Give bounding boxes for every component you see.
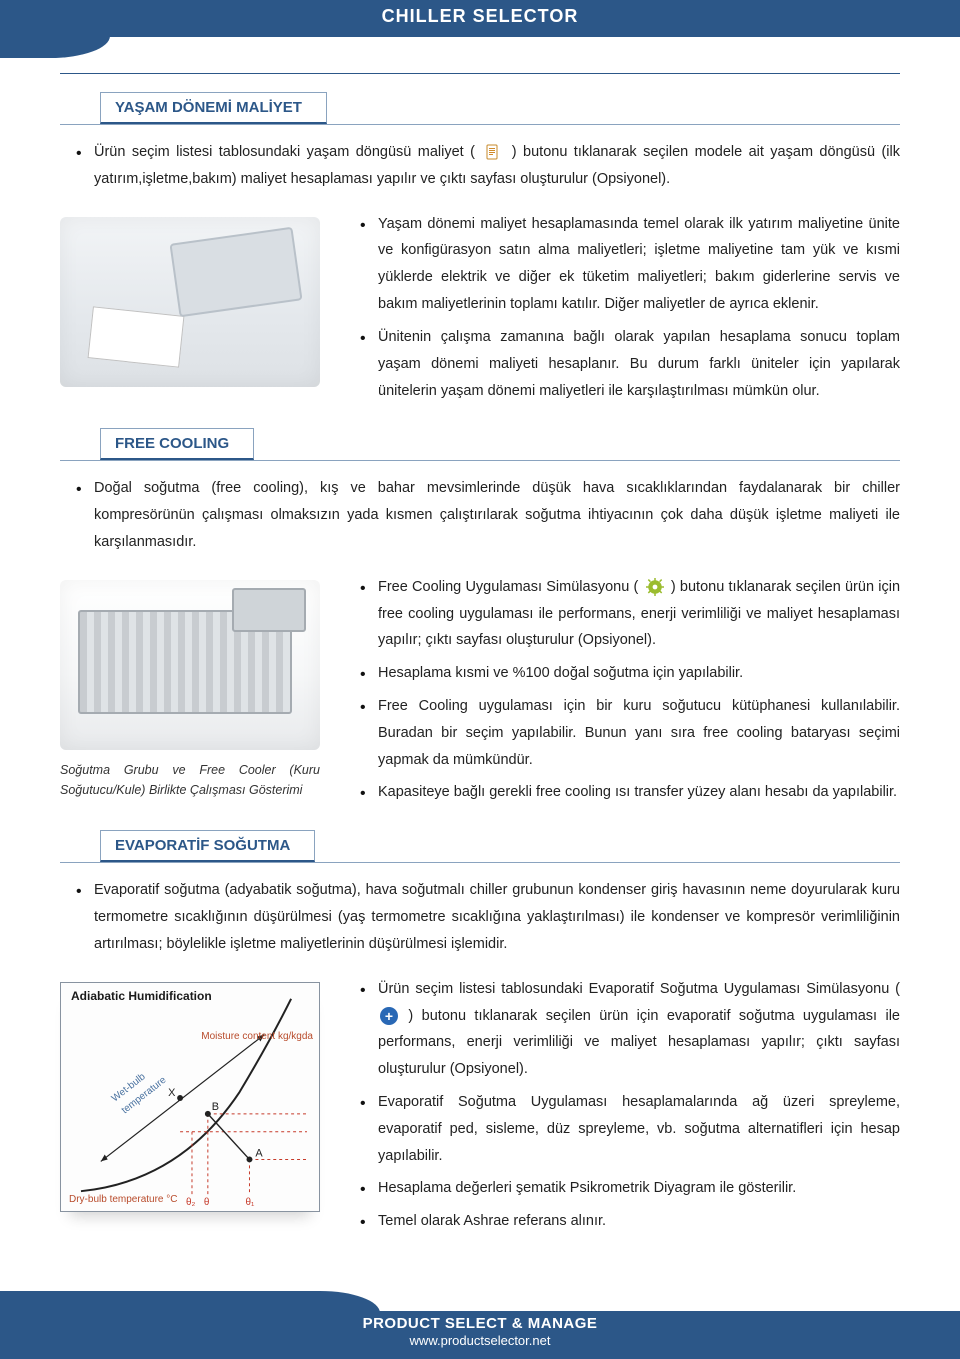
list-item: Ünitenin çalışma zamanına bağlı olarak y… [344,324,900,404]
section-underline [60,460,900,461]
section1-intro-item: Ürün seçim listesi tablosundaki yaşam dö… [60,139,900,193]
section-underline [60,124,900,125]
list-item: Temel olarak Ashrae referans alınır. [344,1208,900,1235]
list-item: Evaporatif Soğutma Uygulaması hesaplamal… [344,1089,900,1169]
footer-title: PRODUCT SELECT & MANAGE [0,1315,960,1332]
section-underline [60,862,900,863]
section-heading-freecooling: FREE COOLING [100,428,254,460]
list-item: Free Cooling uygulaması için bir kuru so… [344,693,900,773]
section1-image-box [60,211,320,423]
list-item: Doğal soğutma (free cooling), kış ve bah… [60,475,900,555]
header-title: CHILLER SELECTOR [382,6,579,26]
footer-url: www.productselector.net [0,1333,960,1348]
section2-image-caption: Soğutma Grubu ve Free Cooler (Kuru Soğut… [60,760,320,800]
chiller-image-placeholder [60,580,320,750]
list-item: Hesaplama değerleri şematik Psikrometrik… [344,1175,900,1202]
list-item: Kapasiteye bağlı gerekli free cooling ıs… [344,779,900,806]
section3-row: Adiabatic Humidification [60,976,900,1253]
list-item: Yaşam dönemi maliyet hesaplamasında teme… [344,211,900,318]
svg-text:θ₂: θ₂ [186,1197,196,1208]
section2-intro-list: Doğal soğutma (free cooling), kış ve bah… [60,475,900,555]
section-heading-wrap: FREE COOLING [100,428,900,460]
page-footer: PRODUCT SELECT & MANAGE www.productselec… [0,1297,960,1359]
svg-text:X: X [168,1087,176,1099]
svg-text:A: A [255,1147,263,1159]
text: ) butonu tıklanarak seçilen ürün için ev… [378,1008,900,1078]
plus-icon[interactable]: + [380,1007,398,1025]
psychrometric-chart: Adiabatic Humidification [60,982,320,1212]
divider [60,73,900,74]
section-heading-wrap: YAŞAM DÖNEMİ MALİYET [100,92,900,124]
chart-ylabel: Moisture content kg/kgda [201,1031,313,1043]
calculator-image-placeholder [60,217,320,387]
text: Free Cooling Uygulaması Simülasyonu ( [378,579,638,595]
section3-intro-list: Evaporatif soğutma (adyabatik soğutma), … [60,877,900,957]
section2-image-box: Soğutma Grubu ve Free Cooler (Kuru Soğut… [60,574,320,825]
list-item: Hesaplama kısmi ve %100 doğal soğutma iç… [344,660,900,687]
section2-right-col: Free Cooling Uygulaması Simülasyonu ( ) … [344,574,900,825]
text: Ürün seçim listesi tablosundaki yaşam dö… [94,144,475,160]
svg-text:θ₁: θ₁ [246,1197,256,1208]
svg-text:θ: θ [204,1197,210,1208]
section1-right-col: Yaşam dönemi maliyet hesaplamasında teme… [344,211,900,423]
chart-xlabel: Dry-bulb temperature °C [69,1194,177,1205]
svg-text:B: B [212,1101,219,1113]
document-icon[interactable] [483,143,503,161]
section3-bullets: Ürün seçim listesi tablosundaki Evaporat… [344,976,900,1235]
section-heading-lifecycle: YAŞAM DÖNEMİ MALİYET [100,92,327,124]
section-heading-evaporative: EVAPORATİF SOĞUTMA [100,830,315,862]
list-item: Evaporatif soğutma (adyabatik soğutma), … [60,877,900,957]
footer-main: PRODUCT SELECT & MANAGE www.productselec… [0,1311,960,1359]
section-heading-wrap: EVAPORATİF SOĞUTMA [100,830,900,862]
section1-row: Yaşam dönemi maliyet hesaplamasında teme… [60,211,900,423]
page-body: YAŞAM DÖNEMİ MALİYET Ürün seçim listesi … [0,37,960,1279]
page-header: CHILLER SELECTOR [0,0,960,37]
section2-bullets: Free Cooling Uygulaması Simülasyonu ( ) … [344,574,900,807]
psychrometric-chart-box: Adiabatic Humidification [60,976,320,1253]
footer-notch-decoration [0,1291,380,1313]
gear-icon[interactable] [645,578,665,596]
list-item: Free Cooling Uygulaması Simülasyonu ( ) … [344,574,900,654]
section2-row: Soğutma Grubu ve Free Cooler (Kuru Soğut… [60,574,900,825]
section1-bullets: Yaşam dönemi maliyet hesaplamasında teme… [344,211,900,405]
section1-intro-list: Ürün seçim listesi tablosundaki yaşam dö… [60,139,900,193]
text: Ürün seçim listesi tablosundaki Evaporat… [378,981,900,997]
list-item: Ürün seçim listesi tablosundaki Evaporat… [344,976,900,1083]
section3-right-col: Ürün seçim listesi tablosundaki Evaporat… [344,976,900,1253]
